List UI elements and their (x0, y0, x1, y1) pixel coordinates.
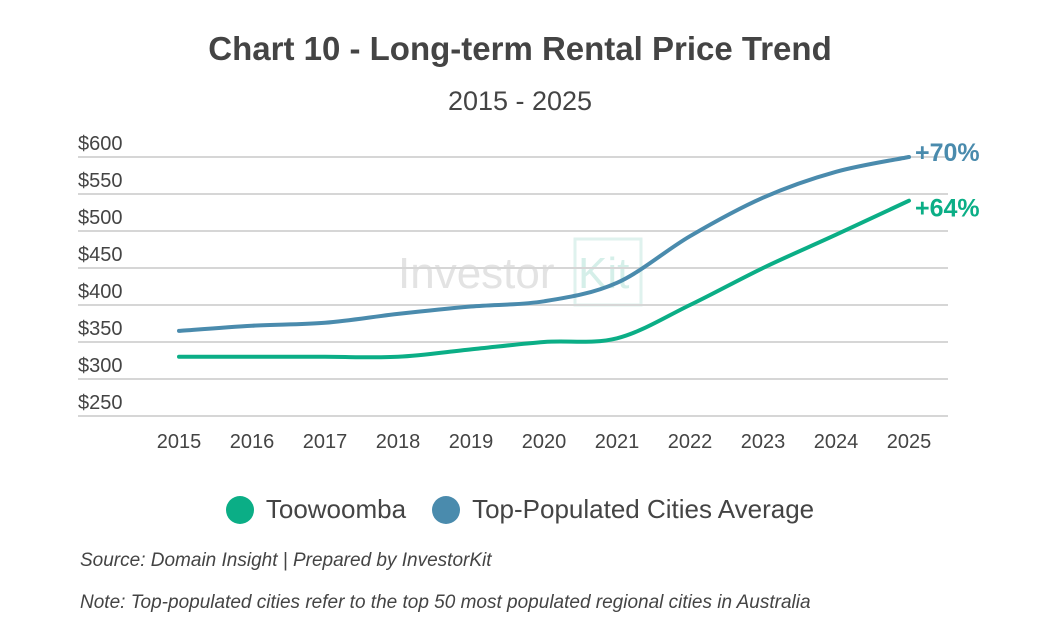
y-tick-label: $250 (78, 392, 123, 414)
source-note: Source: Domain Insight | Prepared by Inv… (80, 550, 492, 571)
chart-subtitle: 2015 - 2025 (447, 86, 593, 116)
legend-label: Top-Populated Cities Average (472, 494, 815, 524)
y-tick-label: $500 (78, 207, 123, 229)
legend-label: Toowoomba (265, 494, 407, 524)
end-label: +70% (915, 139, 980, 167)
y-tick-label: $400 (78, 281, 123, 303)
x-tick-label: 2024 (814, 431, 859, 453)
end-label: +64% (915, 195, 980, 223)
x-tick-label: 2023 (741, 431, 786, 453)
y-tick-label: $450 (78, 244, 123, 266)
line-chart: Investor Kit $600 $550 $500 $450 $400 $350 $300 $… (78, 133, 980, 453)
y-tick-label: $550 (78, 170, 123, 192)
series-line-0 (177, 198, 911, 360)
legend-item-top-populated: Top-Populated Cities Average (432, 494, 814, 525)
series-line-1 (177, 155, 911, 333)
watermark-logo: Investor (398, 249, 555, 298)
legend: Toowoomba Top-Populated Cities Average (0, 494, 1040, 525)
legend-swatch-icon (225, 495, 254, 524)
legend-swatch-icon (432, 495, 461, 524)
x-tick-label: 2021 (595, 431, 640, 453)
legend-item-toowoomba: Toowoomba (225, 494, 407, 525)
x-tick-label: 2019 (449, 431, 494, 453)
chart-title: Chart 10 - Long-term Rental Price Trend (208, 30, 832, 67)
y-tick-label: $300 (78, 355, 123, 377)
footnote: Note: Top-populated cities refer to the … (80, 592, 811, 613)
x-tick-label: 2016 (230, 431, 275, 453)
x-tick-label: 2017 (303, 431, 348, 453)
y-tick-label: $600 (78, 133, 123, 155)
x-tick-label: 2022 (668, 431, 713, 453)
y-tick-label: $350 (78, 318, 123, 340)
x-tick-label: 2018 (376, 431, 421, 453)
x-tick-label: 2020 (522, 431, 567, 453)
x-tick-label: 2025 (887, 431, 932, 453)
watermark-logo: Kit (578, 249, 629, 298)
x-tick-label: 2015 (157, 431, 202, 453)
